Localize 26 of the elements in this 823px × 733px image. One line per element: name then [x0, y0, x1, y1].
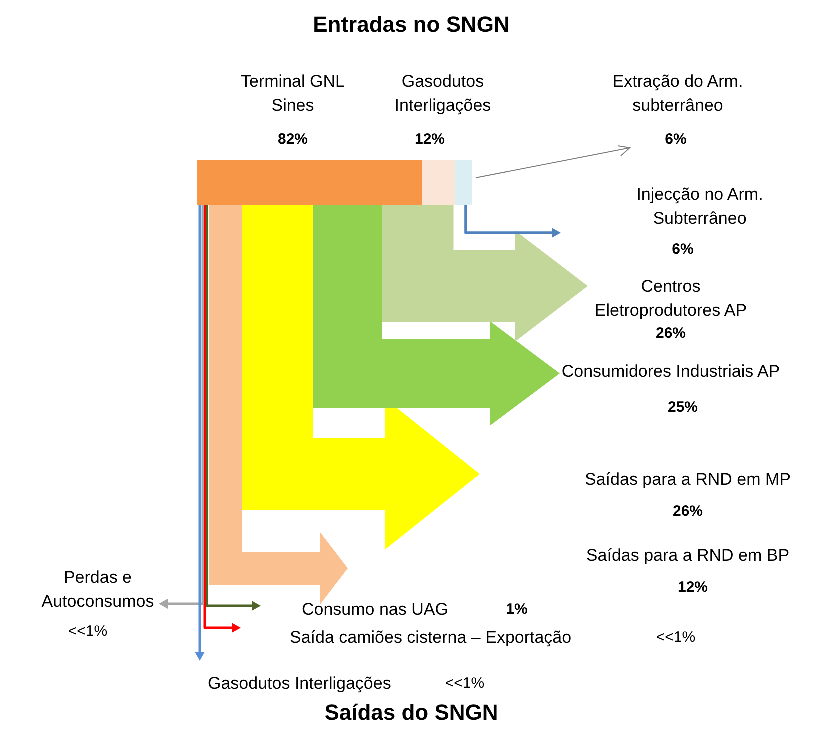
data-label: <<1% — [444, 674, 486, 694]
category-label: Terminal GNL Sines — [240, 71, 346, 117]
data-label: 12% — [414, 130, 446, 150]
category-label: Gasodutos Interligações — [394, 71, 492, 117]
category-label: Consumo nas UAG — [302, 599, 448, 621]
data-label: 6% — [664, 130, 688, 150]
category-label: Gasodutos Interligações — [208, 673, 392, 695]
category-label: Extração do Arm. subterrâneo — [612, 71, 744, 117]
data-label: 26% — [672, 502, 704, 522]
category-label: Consumidores Industriais AP — [560, 361, 782, 383]
data-label: <<1% — [67, 622, 109, 642]
data-label: 82% — [276, 130, 310, 150]
category-label: Saída camiões cisterna – Exportação — [290, 627, 572, 649]
data-label: 26% — [654, 324, 688, 344]
data-label: 25% — [666, 398, 700, 418]
data-label: 6% — [671, 240, 695, 260]
category-label: Injecção no Arm. Subterrâneo — [636, 184, 764, 230]
text: Saídas do SNGN — [324, 700, 500, 726]
category-label: Saídas para a RND em MP — [584, 469, 792, 491]
data-label: <<1% — [655, 628, 697, 648]
text: Entradas no SNGN — [312, 12, 511, 38]
data-label: 12% — [676, 578, 710, 598]
category-label: Saídas para a RND em BP — [585, 545, 791, 567]
category-label: Centros Eletroprodutores AP — [594, 276, 748, 322]
category-label: Perdas e Autoconsumos — [40, 567, 156, 613]
data-label: 1% — [505, 600, 529, 620]
